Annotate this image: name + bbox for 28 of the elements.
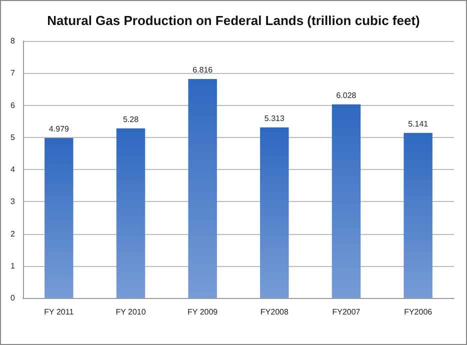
x-tick-label: FY 2010 bbox=[116, 308, 146, 316]
y-tick-label: 8 bbox=[10, 36, 16, 46]
data-label: 5.313 bbox=[264, 114, 285, 123]
bar bbox=[404, 132, 432, 298]
x-tick-label: FY 2009 bbox=[188, 308, 218, 316]
y-tick-label: 0 bbox=[10, 294, 16, 302]
data-label: 4.979 bbox=[48, 124, 70, 134]
y-tick-label: 5 bbox=[10, 132, 16, 142]
bar bbox=[260, 127, 289, 298]
y-tick-label: 1 bbox=[10, 261, 16, 270]
data-label: 6.028 bbox=[336, 90, 357, 100]
x-tick-label: FY2006 bbox=[404, 308, 433, 316]
x-tick-label: FY2007 bbox=[332, 308, 361, 316]
bar bbox=[116, 128, 146, 298]
bar bbox=[44, 138, 74, 298]
data-label: 6.816 bbox=[192, 66, 214, 75]
y-tick-label: 4 bbox=[10, 165, 16, 174]
chart-title: Natural Gas Production on Federal Lands (trillion cubic feet) bbox=[47, 13, 420, 28]
x-tick-label: FY 2011 bbox=[44, 308, 74, 316]
y-tick-label: 2 bbox=[10, 229, 16, 238]
x-tick-label: FY2008 bbox=[260, 308, 289, 316]
bar bbox=[332, 104, 361, 298]
data-label: 5.141 bbox=[408, 119, 429, 128]
data-label: 5.28 bbox=[122, 114, 140, 124]
y-tick-label: 6 bbox=[10, 100, 16, 110]
y-tick-label: 3 bbox=[10, 197, 16, 206]
bar bbox=[188, 79, 217, 298]
y-tick-label: 7 bbox=[10, 68, 16, 78]
